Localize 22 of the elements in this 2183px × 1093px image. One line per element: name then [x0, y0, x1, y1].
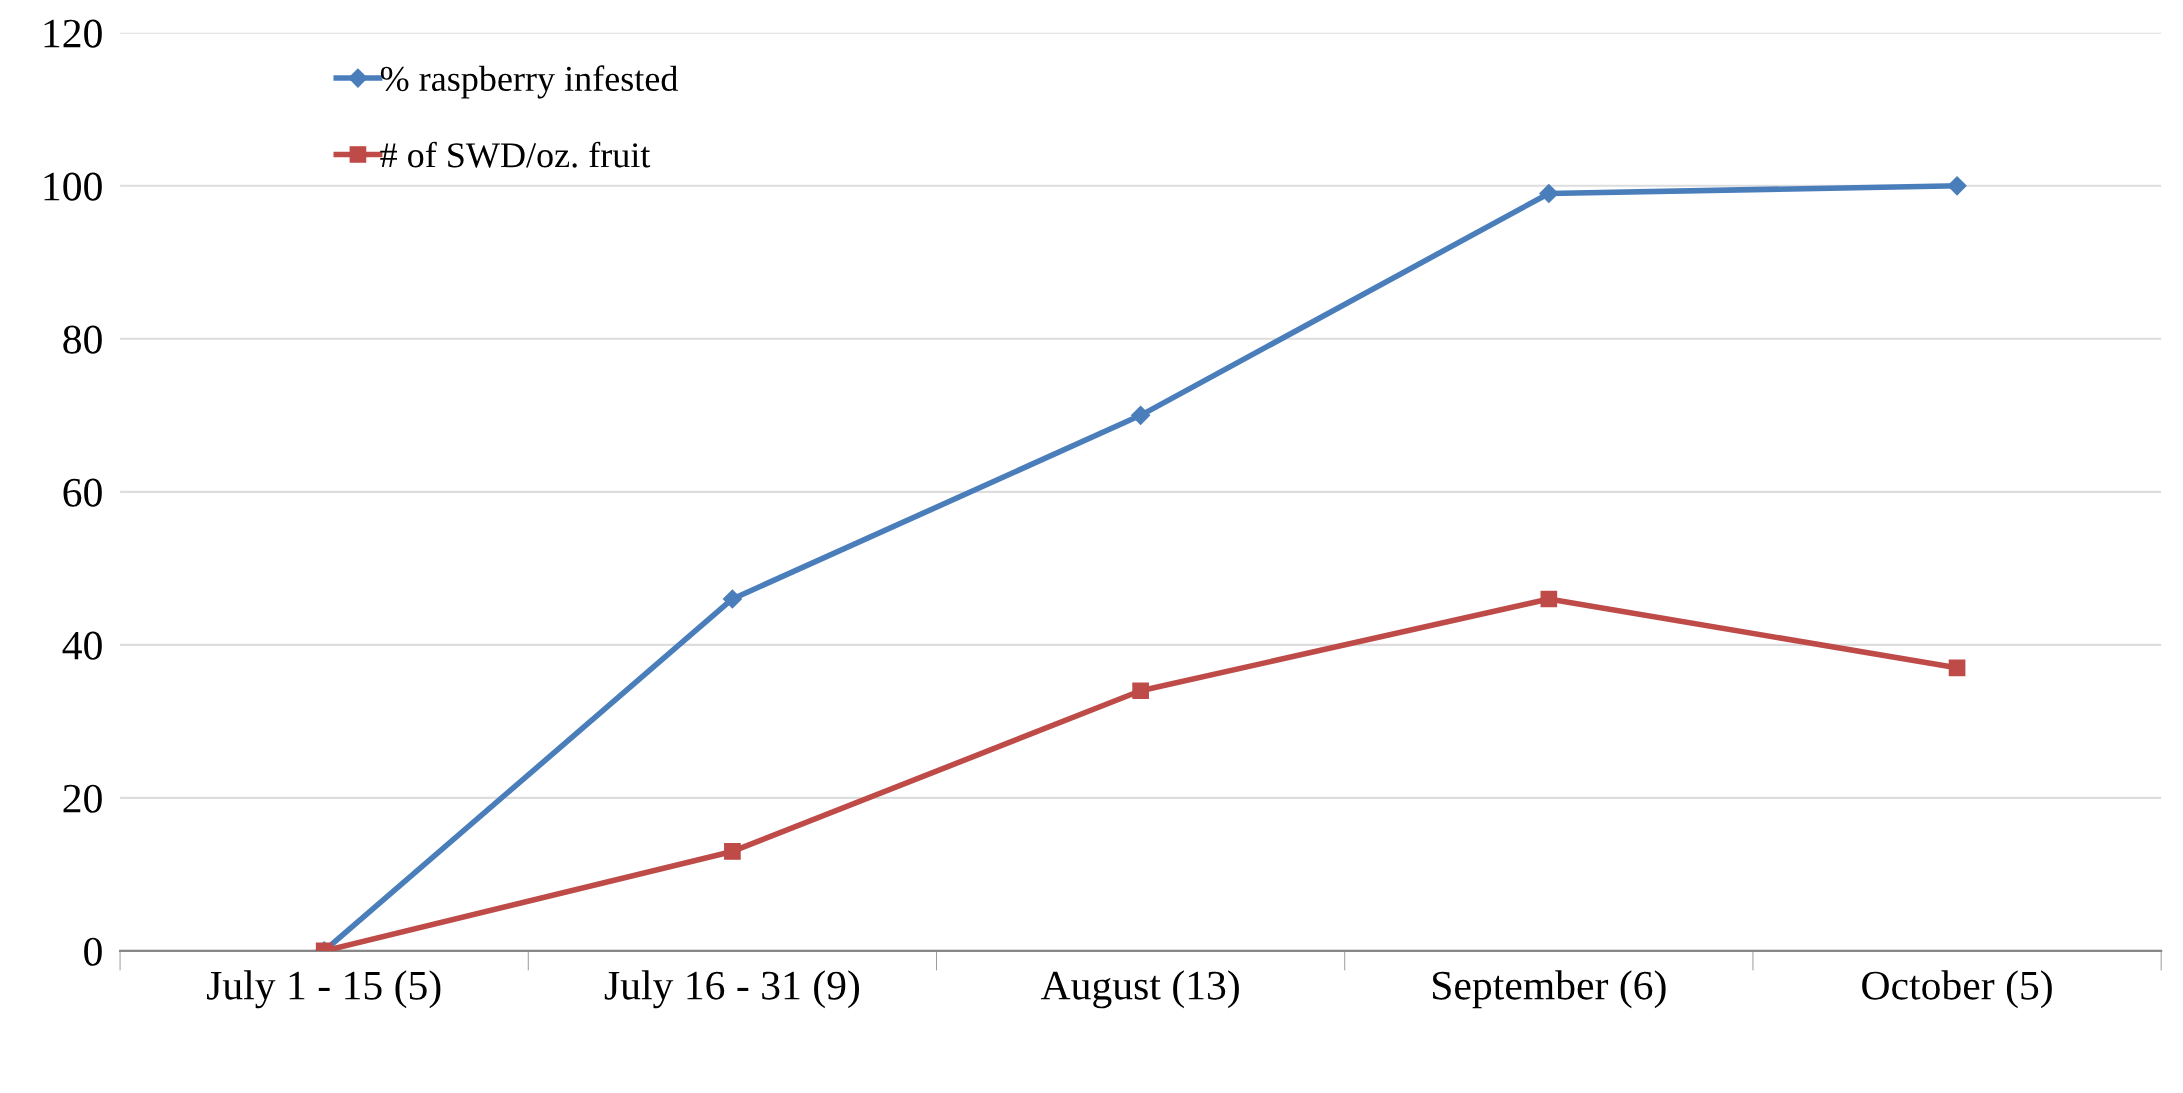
y-tick-label: 80 [63, 325, 102, 354]
x-tick-label: July 1 - 15 (5) [207, 970, 441, 1009]
x-tick-label: August (13) [1040, 970, 1239, 1009]
y-tick-label: 0 [84, 937, 102, 966]
point [1947, 176, 1967, 196]
y-tick-label: 120 [44, 19, 102, 48]
point [724, 843, 741, 860]
point [1539, 183, 1559, 203]
y-tick-label: 40 [62, 631, 102, 660]
point [1132, 682, 1149, 700]
x-tick-label: September (6) [1433, 970, 1666, 1009]
point [1948, 659, 1966, 677]
point [1131, 405, 1151, 425]
y-tick-label: 100 [44, 172, 102, 201]
x-tick-label: October (5) [1862, 970, 2052, 1009]
point [1540, 590, 1558, 608]
y-tick-label: 60 [63, 478, 102, 507]
x-tick-label: July 16 - 31 (9) [604, 970, 860, 1009]
point [722, 589, 742, 609]
legend-label: % raspberry infested [380, 65, 678, 99]
y-tick-label: 20 [63, 784, 102, 813]
legend-label: # of SWD/oz. fruit [380, 141, 651, 168]
